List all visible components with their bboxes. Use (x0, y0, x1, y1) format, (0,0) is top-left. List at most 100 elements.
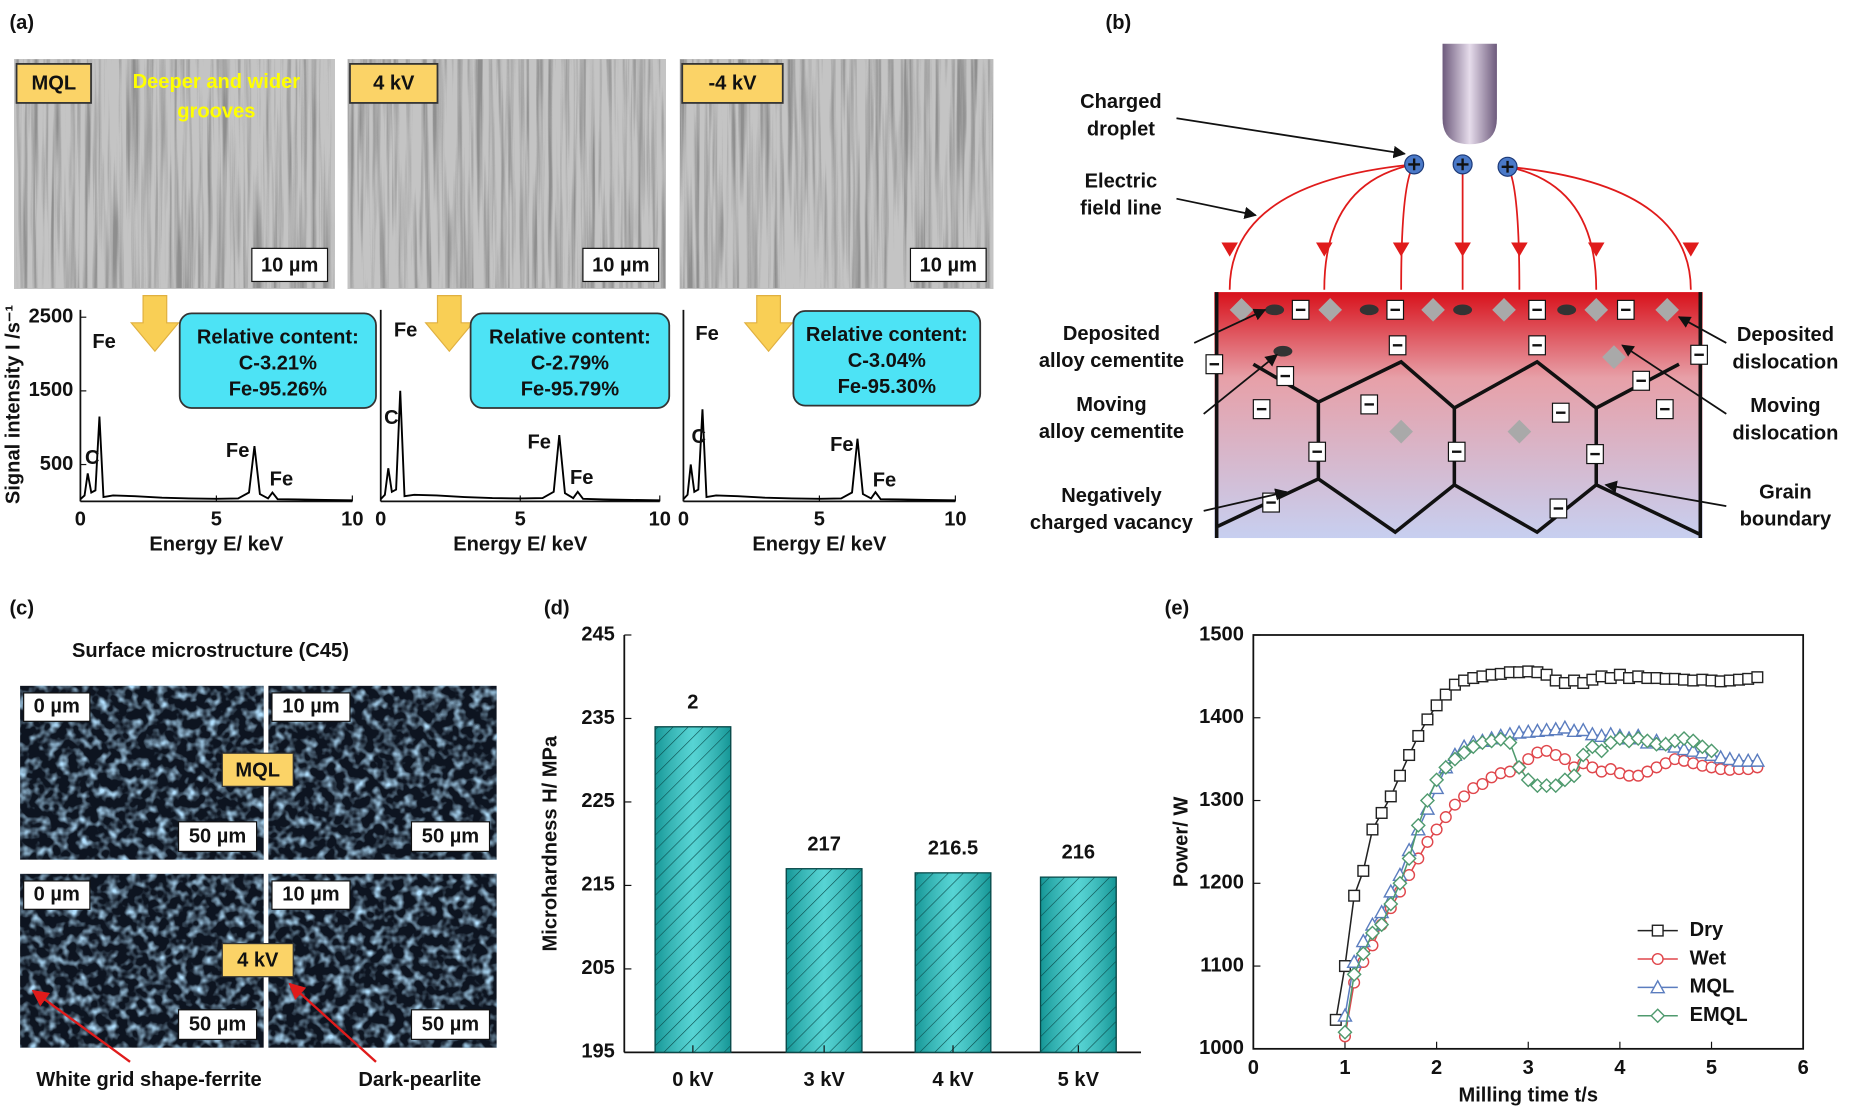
cementite (1492, 298, 1516, 322)
red-arrow (31, 989, 131, 1063)
peak-label: Fe (92, 331, 115, 353)
peak-label: C (85, 447, 100, 469)
scale-label: 50 µm (189, 825, 246, 847)
caption: White grid shape-ferrite (36, 1069, 262, 1091)
diagram-label: dislocation (1732, 422, 1838, 444)
image-tag: 4 kV (373, 72, 415, 94)
y-tick-label: 225 (581, 790, 615, 812)
content-box (792, 310, 982, 407)
field-line (1506, 166, 1521, 290)
content-text: C-2.79% (531, 353, 609, 375)
depth-box (23, 692, 91, 722)
marker (1392, 875, 1408, 891)
depth-box (271, 692, 351, 722)
marker (1651, 952, 1664, 966)
diagram-label: dislocation (1732, 351, 1838, 373)
marker (1676, 741, 1692, 756)
value-label: 216 (1062, 842, 1096, 864)
marker (1650, 979, 1666, 994)
bar-hatch (914, 872, 992, 1053)
marker (1448, 798, 1461, 811)
diagram-label: Moving (1076, 394, 1146, 416)
y-tick-label: 1200 (1199, 872, 1244, 894)
panel-label: (e) (1165, 597, 1190, 619)
marker (1650, 1008, 1666, 1024)
pointer (1621, 344, 1727, 415)
content-text: Fe-95.26% (229, 379, 327, 401)
marker (1447, 751, 1463, 767)
peak-label: Fe (695, 323, 718, 345)
x-tick-label: 0 (75, 509, 86, 531)
y-tick-label: 1300 (1199, 789, 1244, 811)
spectrum-line (682, 409, 956, 502)
image-tag: -4 kV (708, 72, 757, 94)
marker (1383, 896, 1399, 912)
marker (1685, 742, 1701, 757)
moving-cementite (1389, 419, 1413, 444)
field-arrow (1511, 242, 1528, 257)
x-tick-label: 0 (1248, 1057, 1259, 1079)
diagram-label: Grain (1759, 481, 1811, 503)
y-axis-label: Microhardness H/ MPa (539, 735, 561, 951)
marker (1393, 769, 1406, 782)
y-tick-label: 1500 (1199, 623, 1244, 645)
content-text: Relative content: (197, 327, 359, 349)
scale-box (251, 247, 329, 283)
peak-label: Fe (570, 467, 593, 489)
condition-box (221, 752, 294, 787)
field-lines (1221, 154, 1700, 290)
y-tick-label: 245 (581, 623, 615, 645)
x-tick-label: 2 (1431, 1057, 1442, 1079)
peak-label: Fe (830, 434, 853, 456)
diagram-label: Electric (1085, 170, 1158, 192)
marker (1712, 749, 1729, 764)
marker (1731, 752, 1747, 767)
scale-box (909, 247, 987, 283)
down-arrow (743, 295, 794, 353)
x-tick-label: 10 (649, 509, 671, 531)
x-tick-label: 10 (341, 509, 363, 531)
scale-label: 50 µm (422, 1013, 479, 1035)
peak-label: Fe (394, 319, 417, 341)
tag-box (349, 63, 439, 104)
depth-label: 0 µm (34, 695, 80, 717)
x-axis-label: Milling time t/s (1458, 1084, 1598, 1106)
content-text: Relative content: (489, 327, 651, 349)
particles (1205, 298, 1708, 519)
marker (1374, 917, 1390, 933)
field-arrow (1587, 242, 1605, 257)
depth-box (23, 880, 91, 910)
tag-box (681, 63, 784, 104)
tag-box (15, 63, 92, 104)
diagram-label: droplet (1087, 118, 1155, 140)
pointer (1193, 308, 1267, 344)
marker (1346, 966, 1362, 982)
x-tick-label: 5 (1706, 1057, 1717, 1079)
bar-hatch (785, 868, 863, 1053)
x-tick-label: 0 (375, 509, 386, 531)
dislocation (1453, 304, 1473, 316)
content-text: C-3.04% (848, 350, 926, 372)
marker (1557, 719, 1573, 734)
x-tick-label: 0 (678, 509, 689, 531)
diagram-label: Charged (1080, 91, 1162, 113)
image-tag: MQL (31, 72, 76, 94)
dislocation (1359, 304, 1379, 316)
depth-box (271, 880, 351, 910)
panel-label: (b) (1106, 12, 1132, 34)
pointer (1677, 316, 1727, 344)
caption: Dark-pearlite (358, 1069, 481, 1091)
droplet-sign (1501, 160, 1514, 173)
content-text: C-3.21% (239, 353, 317, 375)
scale-box (177, 821, 258, 852)
peak-label: Fe (873, 470, 896, 492)
depth-label: 10 µm (282, 695, 339, 717)
marker (1421, 713, 1434, 726)
x-tick-label: 0 kV (672, 1069, 714, 1091)
x-axis-label: Energy E/ keV (752, 533, 887, 555)
marker (1401, 850, 1417, 866)
marker (1403, 748, 1416, 762)
marker (1375, 806, 1388, 819)
marker (1558, 753, 1571, 766)
